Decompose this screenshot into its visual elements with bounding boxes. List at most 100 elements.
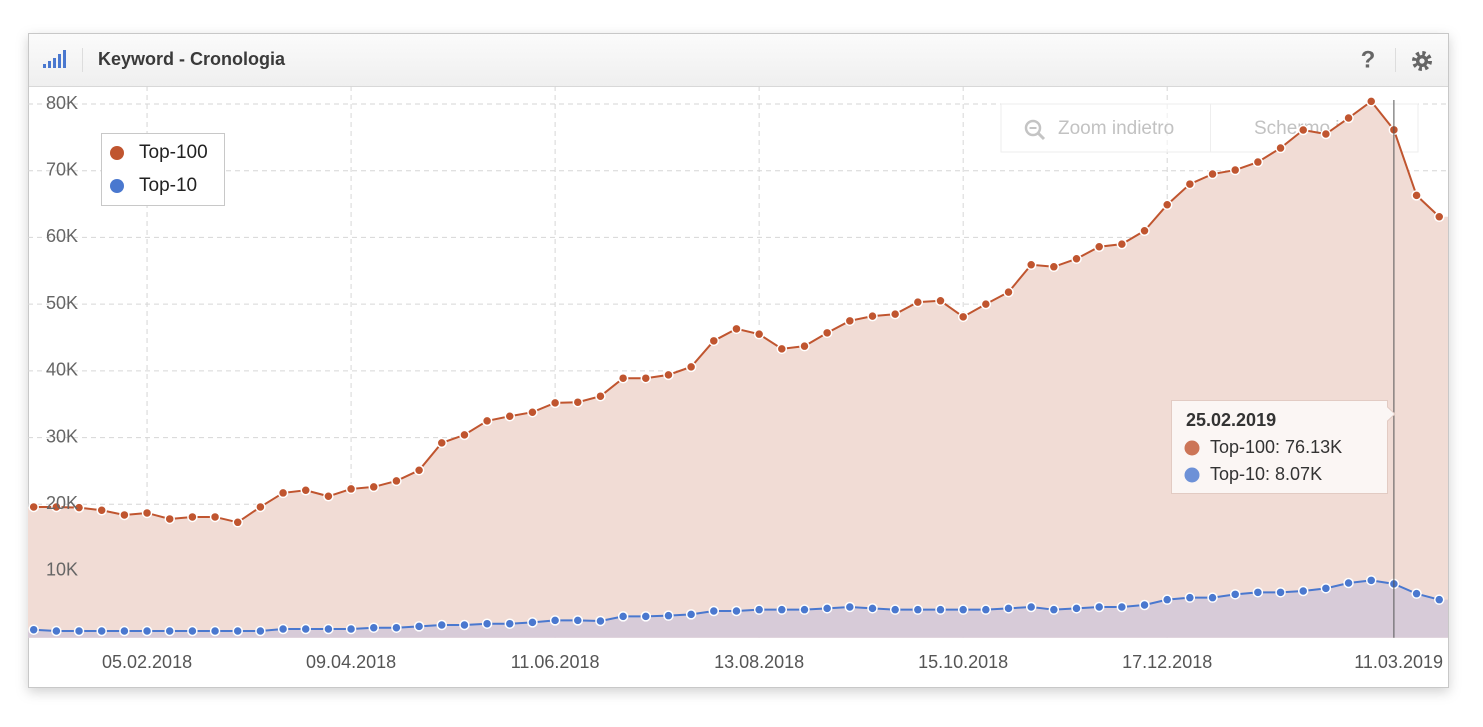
data-point bbox=[640, 372, 652, 384]
data-point bbox=[572, 615, 584, 626]
data-point bbox=[1139, 225, 1150, 237]
data-point bbox=[1003, 603, 1014, 614]
data-point bbox=[232, 517, 243, 528]
data-point bbox=[209, 625, 221, 637]
legend-marker bbox=[110, 179, 124, 193]
data-point bbox=[436, 437, 448, 449]
y-tick-label: 80K bbox=[46, 93, 78, 113]
data-point bbox=[889, 604, 901, 615]
data-point bbox=[436, 619, 448, 631]
data-point bbox=[459, 429, 470, 441]
data-point bbox=[51, 625, 62, 637]
data-point bbox=[391, 475, 402, 487]
data-point bbox=[164, 625, 175, 637]
y-tick-label: 10K bbox=[46, 560, 78, 580]
data-point bbox=[572, 396, 584, 408]
data-point bbox=[549, 615, 561, 626]
data-point bbox=[867, 603, 878, 614]
y-tick-label: 30K bbox=[46, 426, 78, 446]
data-point bbox=[1275, 587, 1286, 598]
data-point bbox=[685, 361, 697, 373]
data-point bbox=[776, 604, 788, 615]
zoom-out-button[interactable]: Zoom indietro bbox=[1058, 118, 1174, 139]
tooltip-line: Top-10: 8.07K bbox=[1210, 464, 1322, 484]
data-point bbox=[912, 296, 924, 308]
data-point bbox=[595, 615, 606, 627]
legend-marker bbox=[110, 146, 124, 160]
data-point bbox=[844, 601, 856, 613]
widget-title: Keyword - Cronologia bbox=[98, 49, 286, 69]
data-point bbox=[776, 343, 788, 355]
data-point bbox=[1343, 112, 1354, 124]
data-point bbox=[731, 323, 742, 335]
plot: Zoom indietro Schermo intero bbox=[28, 86, 1448, 638]
data-point bbox=[753, 604, 765, 615]
data-point bbox=[1297, 585, 1309, 597]
data-point bbox=[821, 603, 833, 614]
data-point bbox=[96, 625, 107, 637]
data-point bbox=[232, 625, 243, 637]
data-point bbox=[277, 623, 289, 635]
data-point bbox=[1184, 592, 1196, 603]
data-point bbox=[300, 623, 311, 635]
settings-button[interactable] bbox=[1412, 51, 1432, 71]
data-point bbox=[481, 618, 493, 629]
data-point bbox=[685, 609, 697, 620]
data-point bbox=[799, 340, 810, 352]
tooltip-box bbox=[1171, 400, 1396, 494]
data-point bbox=[663, 610, 674, 621]
data-point bbox=[844, 315, 856, 327]
data-point bbox=[73, 625, 85, 637]
data-point bbox=[821, 327, 833, 339]
data-point bbox=[799, 604, 810, 615]
data-point bbox=[912, 604, 924, 615]
y-tick-label: 60K bbox=[46, 226, 78, 246]
data-point bbox=[1139, 599, 1150, 611]
data-point bbox=[277, 487, 289, 499]
data-point bbox=[345, 623, 357, 635]
data-point bbox=[1411, 190, 1422, 201]
data-point bbox=[368, 481, 379, 493]
data-point bbox=[1275, 142, 1286, 154]
legend-label: Top-100 bbox=[139, 142, 208, 163]
legend bbox=[101, 133, 225, 206]
data-point bbox=[957, 604, 969, 615]
x-tick-label: 11.03.2019 bbox=[1354, 652, 1443, 672]
data-point bbox=[889, 308, 901, 320]
data-point bbox=[119, 625, 130, 637]
y-tick-label: 20K bbox=[46, 493, 78, 513]
data-point bbox=[731, 605, 742, 617]
data-point bbox=[1207, 168, 1218, 180]
data-point bbox=[391, 622, 402, 633]
legend-label: Top-10 bbox=[139, 175, 197, 196]
data-point bbox=[935, 604, 946, 615]
data-point bbox=[1116, 238, 1128, 250]
data-point bbox=[1048, 261, 1060, 273]
data-point bbox=[413, 465, 425, 476]
data-point bbox=[935, 295, 946, 307]
data-point bbox=[1320, 128, 1332, 140]
data-point bbox=[957, 311, 969, 323]
data-point bbox=[1320, 583, 1332, 594]
tooltip-line: Top-100: 76.13K bbox=[1210, 437, 1342, 457]
data-point bbox=[1093, 601, 1105, 613]
data-point bbox=[1365, 575, 1377, 586]
data-point bbox=[1003, 286, 1014, 298]
data-point bbox=[1048, 604, 1060, 615]
data-point bbox=[459, 619, 470, 631]
data-point bbox=[345, 483, 357, 495]
help-button[interactable]: ? bbox=[1361, 46, 1376, 73]
data-point bbox=[73, 502, 85, 513]
data-point bbox=[481, 415, 493, 427]
data-point bbox=[1161, 199, 1173, 210]
data-point bbox=[504, 618, 516, 629]
data-point bbox=[1116, 601, 1128, 613]
data-point bbox=[1071, 603, 1082, 614]
data-point bbox=[1297, 124, 1309, 136]
data-point bbox=[617, 611, 629, 622]
x-tick-label: 09.04.2018 bbox=[306, 652, 396, 672]
data-point bbox=[980, 604, 992, 615]
area-fill bbox=[28, 101, 1448, 638]
